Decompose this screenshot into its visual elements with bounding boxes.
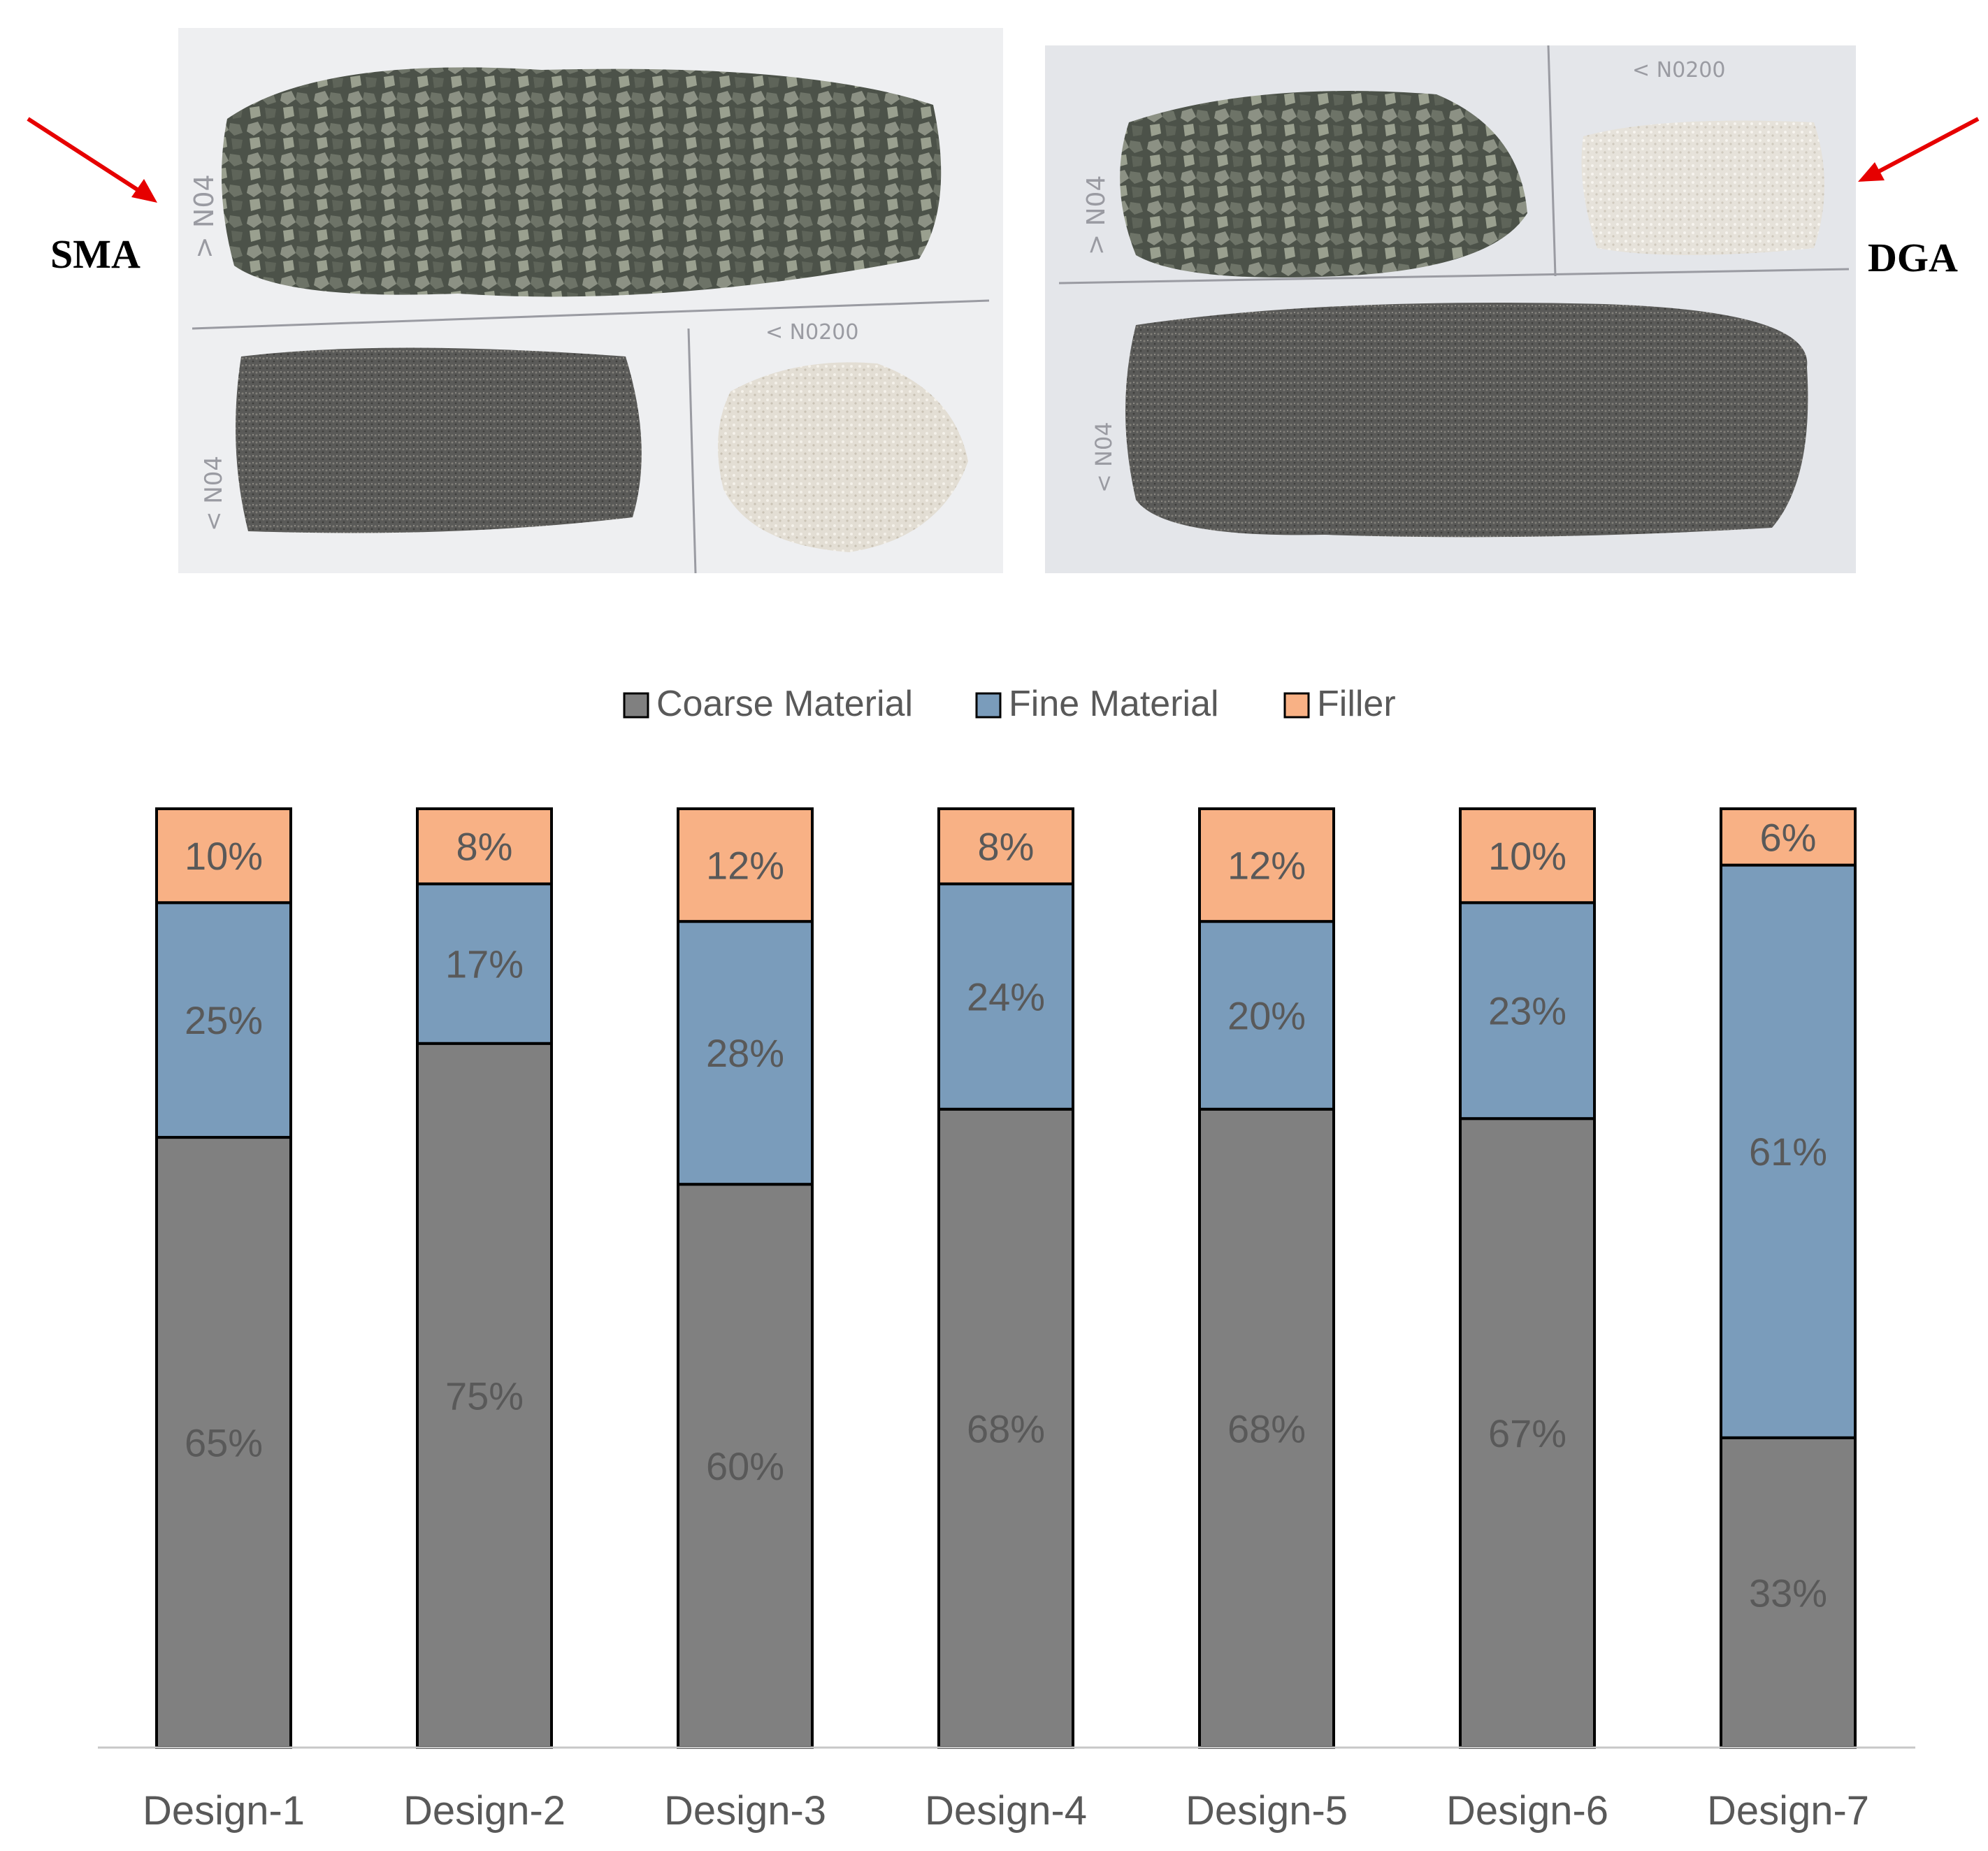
sma-sample-photo: > N04 < N04 < N0200 — [178, 28, 1003, 573]
data-label-coarse-material-1: 65% — [185, 1421, 263, 1465]
dga-filler-sieve-text: < N0200 — [1632, 58, 1725, 82]
bar-filler-6 — [1459, 807, 1596, 905]
sma-filler-pile — [718, 362, 968, 552]
data-label-filler-7: 6% — [1760, 815, 1817, 859]
bar-fine-material-1 — [155, 901, 292, 1139]
bar-fine-material-6 — [1459, 901, 1596, 1121]
bar-coarse-material-2 — [416, 1042, 553, 1749]
x-tick-label-6: Design-6 — [1446, 1788, 1608, 1834]
data-label-filler-3: 12% — [706, 844, 784, 888]
legend-label-fine-material: Fine Material — [1009, 684, 1219, 724]
chart-legend: Coarse Material Fine Material Filler — [623, 684, 1396, 724]
dga-coarse-aggregate-pile — [1120, 91, 1527, 278]
dga-label: DGA — [1868, 235, 1958, 280]
sma-photo-drawing: > N04 < N04 < N0200 — [178, 28, 1003, 573]
sma-coarse-aggregate-pile — [222, 67, 942, 297]
bar-coarse-material-4 — [937, 1107, 1074, 1749]
bar-filler-1 — [155, 807, 292, 905]
data-label-fine-material-7: 61% — [1749, 1130, 1827, 1174]
bar-coarse-material-1 — [155, 1136, 292, 1749]
dga-photo-drawing: > N04 < N0200 < N04 — [1045, 45, 1856, 573]
data-label-filler-2: 8% — [456, 825, 513, 869]
dga-arrow-icon — [1858, 117, 1980, 182]
data-label-coarse-material-7: 33% — [1749, 1571, 1827, 1615]
chart-bars: 65% 25% 10% 75% 17% 8% 60% 28% 12% 68% 24% 8% 68% 20%… — [155, 807, 1857, 1750]
sma-label: SMA — [50, 231, 141, 277]
data-label-fine-material-1: 25% — [185, 998, 263, 1042]
dga-fine-sieve-text: < N04 — [1090, 422, 1117, 493]
data-label-filler-1: 10% — [185, 834, 263, 878]
bar-fine-material-2 — [416, 882, 553, 1045]
dga-fine-aggregate-pile — [1125, 303, 1808, 538]
data-label-coarse-material-5: 68% — [1227, 1406, 1306, 1450]
x-tick-label-5: Design-5 — [1186, 1788, 1348, 1834]
x-tick-label-7: Design-7 — [1707, 1788, 1869, 1834]
dga-coarse-sieve-text: > N04 — [1082, 175, 1111, 255]
data-label-filler-4: 8% — [978, 825, 1035, 869]
legend-label-filler: Filler — [1317, 684, 1396, 724]
data-label-fine-material-4: 24% — [967, 975, 1045, 1019]
bar-fine-material-4 — [937, 882, 1074, 1111]
data-label-coarse-material-2: 75% — [445, 1374, 524, 1418]
dga-sample-photo: > N04 < N0200 < N04 — [1045, 45, 1856, 573]
bar-filler-5 — [1198, 807, 1335, 923]
x-tick-label-1: Design-1 — [143, 1788, 305, 1834]
bar-coarse-material-3 — [677, 1183, 814, 1749]
sma-coarse-sieve-text: > N04 — [189, 174, 219, 259]
legend-swatch-coarse-material — [623, 692, 649, 719]
bar-filler-3 — [677, 807, 814, 923]
legend-swatch-filler — [1283, 692, 1310, 719]
data-label-fine-material-2: 17% — [445, 942, 524, 986]
bar-fine-material-5 — [1198, 920, 1335, 1111]
data-label-coarse-material-6: 67% — [1488, 1411, 1566, 1455]
sma-arrow-icon — [27, 117, 157, 203]
data-label-filler-6: 10% — [1488, 834, 1566, 878]
bar-filler-2 — [416, 807, 553, 886]
bar-filler-4 — [937, 807, 1074, 886]
bar-filler-7 — [1720, 807, 1857, 867]
sma-filler-sieve-text: < N0200 — [765, 320, 858, 345]
data-label-filler-5: 12% — [1227, 844, 1306, 888]
sma-fine-sieve-text: < N04 — [200, 456, 228, 531]
data-label-fine-material-6: 23% — [1488, 989, 1566, 1033]
data-label-fine-material-3: 28% — [706, 1031, 784, 1075]
x-tick-label-4: Design-4 — [925, 1788, 1087, 1834]
legend-swatch-fine-material — [975, 692, 1002, 719]
x-axis-tick-labels: Design-1 Design-2 Design-3 Design-4 Design-5… — [143, 1788, 1869, 1834]
data-label-coarse-material-4: 68% — [967, 1406, 1045, 1450]
aggregate-composition-chart: Coarse Material Fine Material Filler 65% 25… — [98, 684, 1915, 1834]
data-label-fine-material-5: 20% — [1227, 993, 1306, 1037]
x-tick-label-2: Design-2 — [403, 1788, 566, 1834]
x-tick-label-3: Design-3 — [664, 1788, 826, 1834]
bar-fine-material-7 — [1720, 863, 1857, 1439]
bar-coarse-material-5 — [1198, 1107, 1335, 1749]
sma-fine-aggregate-pile — [236, 347, 642, 533]
bar-coarse-material-6 — [1459, 1117, 1596, 1749]
legend-label-coarse-material: Coarse Material — [656, 684, 913, 724]
dga-filler-pile — [1581, 120, 1824, 255]
data-label-coarse-material-3: 60% — [706, 1444, 784, 1488]
